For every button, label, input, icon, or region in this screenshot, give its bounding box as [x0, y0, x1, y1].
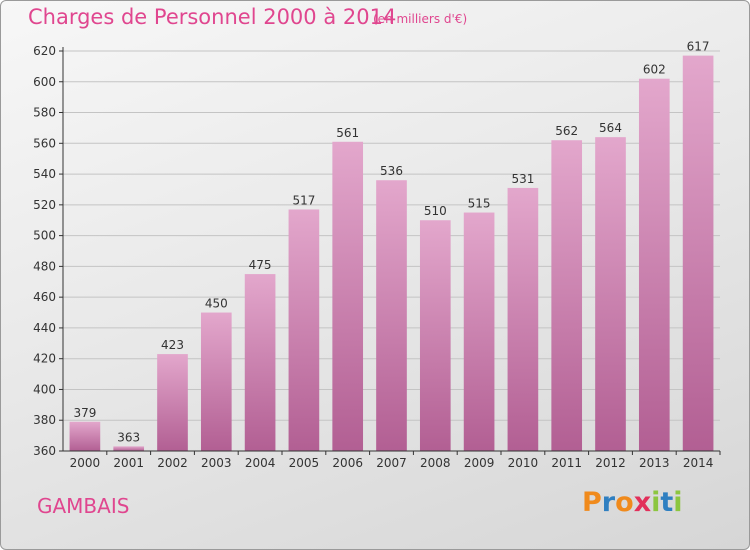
data-label: 602: [643, 63, 666, 77]
y-axis-ticks: 360 380 400 420 440 460 480 500 520 540 560 580 600 6…: [33, 44, 63, 458]
data-label: 515: [468, 197, 491, 211]
x-tick-label: 2002: [157, 456, 188, 470]
data-label: 564: [599, 121, 622, 135]
bar: [419, 220, 451, 451]
x-tick-label: 2011: [551, 456, 582, 470]
bar: [69, 421, 101, 451]
x-tick-label: 2009: [464, 456, 495, 470]
bar: [113, 446, 145, 451]
data-labels: 379 363 423 450 475 517 561 536 510 515 531 562 564 6…: [73, 40, 709, 445]
brand-letter: r: [601, 487, 616, 518]
brand-letter: t: [660, 487, 674, 518]
y-tick-label: 600: [33, 75, 56, 89]
bar: [288, 209, 320, 451]
bar: [551, 140, 583, 451]
bar: [376, 180, 407, 451]
x-tick-label: 2010: [508, 456, 539, 470]
data-label: 510: [424, 204, 447, 218]
x-tick-label: 2014: [683, 456, 714, 470]
y-tick-label: 520: [33, 198, 56, 212]
bar: [595, 137, 626, 451]
data-label: 423: [161, 338, 184, 352]
brand-letter: P: [582, 487, 602, 518]
data-label: 561: [336, 126, 359, 140]
x-axis-ticks: 2000 2001 2002 2003 2004 2005 2006 2007 2008 2009…: [70, 451, 721, 470]
brand-letter: x: [633, 487, 652, 518]
y-tick-label: 540: [33, 167, 56, 181]
bar: [638, 78, 670, 451]
bar: [463, 212, 495, 451]
data-label: 379: [73, 406, 96, 420]
x-tick-label: 2008: [420, 456, 451, 470]
y-tick-label: 420: [33, 352, 56, 366]
bar: [200, 312, 232, 451]
data-label: 536: [380, 164, 403, 178]
x-tick-label: 2006: [332, 456, 363, 470]
y-tick-label: 400: [33, 382, 56, 396]
data-label: 450: [205, 297, 228, 311]
x-tick-label: 2001: [113, 456, 144, 470]
y-tick-label: 560: [33, 136, 56, 150]
y-tick-label: 480: [33, 259, 56, 273]
x-tick-label: 2003: [201, 456, 232, 470]
bar: [157, 354, 188, 451]
x-tick-label: 2012: [595, 456, 626, 470]
y-tick-label: 360: [33, 444, 56, 458]
brand-letter: i: [651, 487, 661, 518]
data-label: 531: [511, 172, 534, 186]
bar: [507, 187, 539, 451]
bar: [682, 55, 714, 451]
brand-letter: i: [673, 487, 683, 518]
y-tick-label: 380: [33, 413, 56, 427]
data-label: 363: [117, 430, 140, 444]
bar: [244, 274, 276, 451]
x-tick-label: 2004: [245, 456, 276, 470]
axes: [62, 47, 720, 452]
x-tick-label: 2000: [70, 456, 101, 470]
x-tick-label: 2007: [376, 456, 407, 470]
data-label: 475: [249, 258, 272, 272]
brand-logo: Proxiti: [582, 487, 683, 518]
bar: [332, 141, 364, 451]
x-tick-label: 2005: [289, 456, 320, 470]
x-tick-label: 2013: [639, 456, 670, 470]
data-label: 517: [292, 193, 315, 207]
y-tick-label: 620: [33, 44, 56, 58]
data-label: 562: [555, 124, 578, 138]
brand-letter: o: [615, 487, 634, 518]
y-tick-label: 580: [33, 106, 56, 120]
bars: [69, 55, 714, 451]
data-label: 617: [687, 40, 710, 54]
y-tick-label: 500: [33, 229, 56, 243]
chart-subtitle: (en milliers d'€): [373, 12, 468, 26]
chart-title: Charges de Personnel 2000 à 2014: [28, 5, 397, 29]
place-name: GAMBAIS: [37, 494, 130, 518]
y-tick-label: 460: [33, 290, 56, 304]
y-tick-label: 440: [33, 321, 56, 335]
